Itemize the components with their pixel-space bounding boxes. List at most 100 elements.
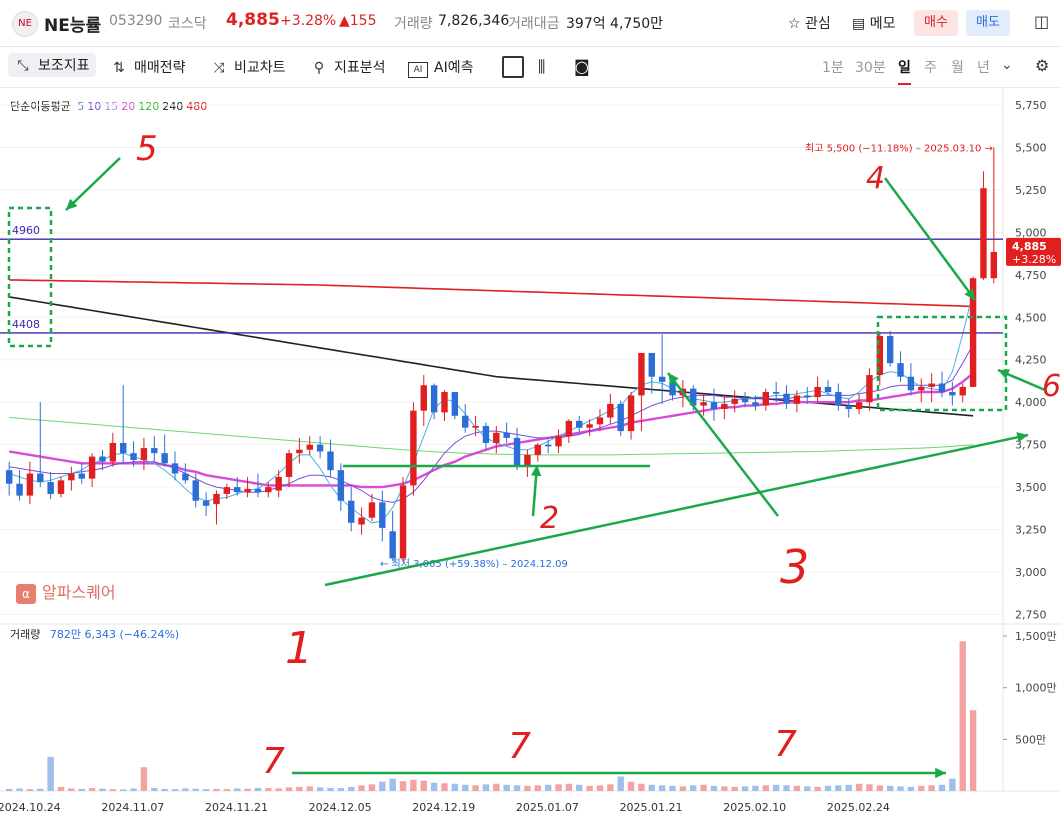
period-30min[interactable]: 30분 [855, 60, 886, 76]
candle-body [430, 385, 438, 413]
x-tick-label: 2024.10.24 [0, 801, 61, 814]
analysis-button[interactable]: ⚲ 지표분석 [310, 57, 386, 77]
ma480-line [9, 279, 974, 308]
volume-bar [835, 785, 842, 791]
volume-bar [845, 784, 852, 791]
volume-value: 7,826,346 [438, 13, 510, 29]
candle-body [348, 500, 355, 523]
period-week[interactable]: 주 [924, 60, 937, 76]
volume-bar [949, 778, 956, 791]
candle-body [658, 376, 666, 382]
candle-body [969, 278, 977, 387]
compare-button[interactable]: ⤨ 비교차트 [210, 57, 285, 77]
volume-legend-value: 782만 6,343 (−46.24%) [49, 628, 180, 641]
volume-bar [451, 783, 459, 791]
candle-body [5, 470, 13, 484]
candle-body [306, 444, 313, 450]
candle-body [638, 352, 645, 396]
volume-bar [907, 786, 915, 791]
volume-bar [679, 786, 687, 791]
period-month[interactable]: 월 [951, 60, 964, 76]
volume-bar [700, 784, 707, 791]
candle-body [586, 424, 593, 428]
volume-bar [16, 788, 23, 791]
buy-button[interactable]: 매수 [914, 10, 958, 36]
company-logo: NE [12, 11, 38, 37]
period-day[interactable]: 일 [898, 57, 911, 85]
x-tick-label: 2025.01.07 [516, 801, 579, 814]
candle-icon[interactable]: ⫼ [538, 57, 546, 76]
candle-body [555, 436, 562, 447]
candle-body [762, 392, 770, 406]
annotation-box-left [7, 206, 53, 348]
strategy-button[interactable]: ⇅ 매매전략 [110, 57, 185, 77]
memo-button[interactable]: ▤ 메모 [852, 13, 895, 33]
gear-icon[interactable]: ⚙ [1035, 56, 1050, 75]
candle-body [265, 487, 272, 493]
candle-body [690, 388, 697, 406]
stock-name: NE능률 [44, 16, 102, 36]
panel-toggle-icon[interactable]: ◫ [1034, 12, 1050, 31]
memo-label: 메모 [869, 16, 896, 32]
candle-body [814, 386, 821, 398]
volume-bar [182, 788, 189, 791]
ma-legend: 단순이동평균 5 10 15 20 120 240 480 [10, 98, 213, 114]
ma-legend-period: 480 [186, 100, 208, 113]
period-year[interactable]: 년 [977, 60, 990, 76]
ma-legend-period: 120 [138, 100, 160, 113]
y-tick-label: 4,000 [1015, 396, 1047, 409]
candle-body [731, 398, 738, 404]
volume-bar [824, 785, 832, 791]
candle-body [254, 488, 262, 493]
period-1min[interactable]: 1분 [822, 60, 844, 76]
volume-bar [565, 783, 573, 791]
volume-bar [57, 786, 65, 791]
candle-body [441, 392, 448, 413]
volume-bar [886, 785, 894, 791]
volume-bar [389, 778, 396, 791]
arrow-to-breakout-head [964, 288, 975, 300]
change-pct: +3.28% [280, 13, 337, 29]
volume-bar [119, 789, 127, 791]
camera-icon[interactable]: ◙ [574, 57, 590, 76]
candle-body [741, 398, 749, 403]
volume-bar [513, 785, 521, 791]
candle-body [721, 403, 728, 409]
volume-bar [368, 784, 376, 791]
arrow-to-breakout [883, 177, 977, 301]
y-tick-label: 5,000 [1015, 226, 1047, 239]
watch-button[interactable]: ☆ 관심 [788, 13, 831, 33]
volume-bar [285, 787, 293, 791]
candle-body [223, 487, 231, 494]
volume-bar [109, 789, 117, 791]
volume-bar [316, 787, 324, 791]
candle-body [907, 376, 915, 391]
volume-bar [348, 786, 355, 791]
candle-body [37, 473, 44, 483]
candle-body [980, 188, 987, 279]
candle-body [202, 500, 210, 506]
ai-chip-icon: AI [408, 62, 428, 78]
price-tag-value: 4,885 [1012, 240, 1047, 253]
price-tag-pct: +3.28% [1012, 253, 1056, 266]
volume-bar [430, 782, 438, 791]
support-line-label: 4408 [12, 318, 40, 331]
volume-bar [586, 785, 593, 791]
sell-button[interactable]: 매도 [966, 10, 1010, 36]
square-icon[interactable] [502, 56, 524, 78]
volume-bar [814, 786, 821, 791]
candle-body [565, 420, 573, 437]
price-chart[interactable]: 4960 4408 5,750 5,500 5,250 5,000 4,750 4,500 4… [0, 88, 1061, 818]
indicator-button[interactable]: ⤡ 보조지표 [8, 53, 96, 77]
uptrend-arrow [324, 433, 1029, 587]
ai-predict-button[interactable]: AI AI예측 [408, 57, 473, 78]
ma-legend-period: 10 [87, 100, 102, 113]
candle-body [88, 456, 96, 479]
volume-label: 거래량 [394, 16, 433, 32]
chevron-down-icon[interactable]: ⌄ [1001, 57, 1013, 73]
volume-bar [793, 785, 801, 791]
candle-body [316, 444, 324, 452]
volume-bar [959, 641, 966, 791]
ai-predict-label: AI예측 [434, 60, 474, 76]
ma240-line [9, 296, 974, 417]
